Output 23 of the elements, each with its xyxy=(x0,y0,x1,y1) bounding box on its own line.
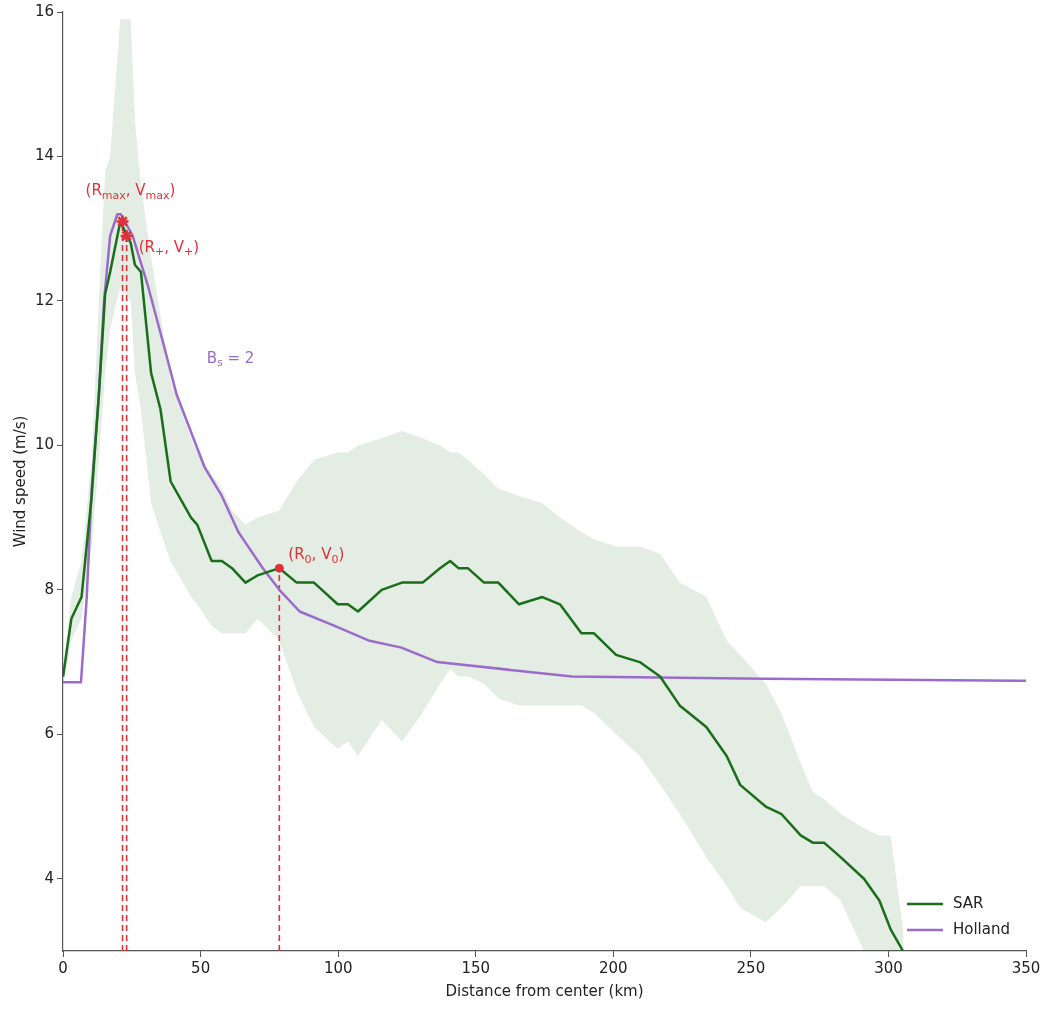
annotation: (R+, V+) xyxy=(138,237,199,259)
legend-label: Holland xyxy=(952,919,1010,938)
y-tick-label: 10 xyxy=(34,435,55,454)
y-tick-label: 6 xyxy=(44,724,55,743)
x-tick-label: 150 xyxy=(461,958,491,977)
y-axis-title: Wind speed (m/s) xyxy=(10,415,29,548)
x-tick-label: 300 xyxy=(874,958,903,977)
y-tick-label: 4 xyxy=(44,868,55,887)
y-tick-label: 14 xyxy=(34,146,55,165)
x-tick-label: 50 xyxy=(191,958,211,977)
point xyxy=(115,214,130,229)
point xyxy=(119,228,134,244)
x-tick-label: 350 xyxy=(1011,958,1041,977)
x-axis-title: Distance from center (km) xyxy=(445,981,644,1000)
x-tick-label: 250 xyxy=(736,958,766,977)
y-tick-label: 8 xyxy=(44,579,55,598)
x-tick-label: 100 xyxy=(323,958,353,977)
y-tick-label: 16 xyxy=(34,1,55,20)
legend-label: SAR xyxy=(952,893,984,912)
x-tick-label: 200 xyxy=(599,958,628,977)
x-tick-label: 0 xyxy=(58,958,68,977)
point xyxy=(274,563,284,573)
y-tick-label: 12 xyxy=(34,290,55,309)
